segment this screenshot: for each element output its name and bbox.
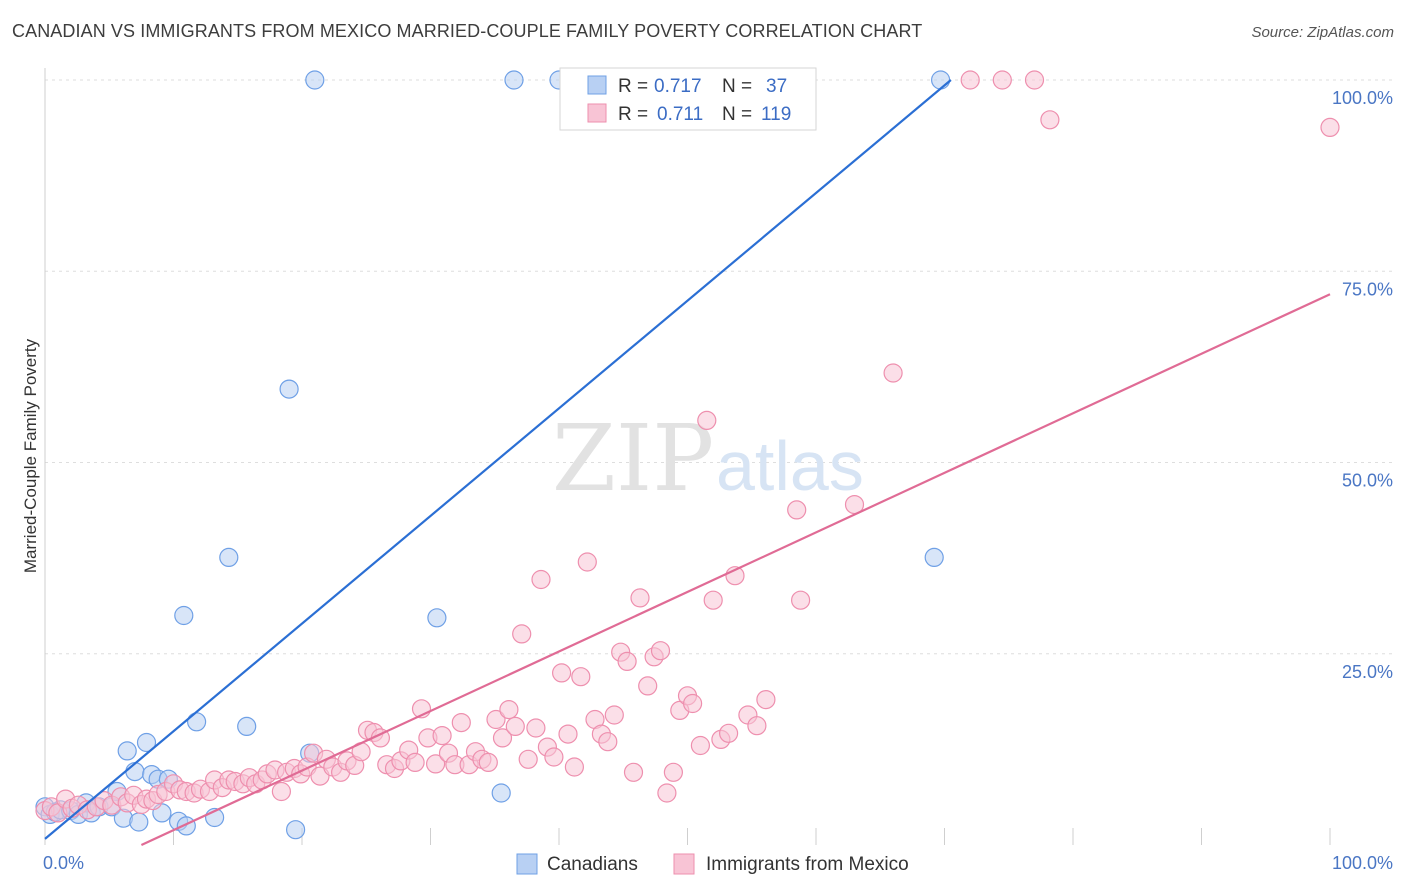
- canadians-point-23: [187, 712, 207, 732]
- mexico-point-114: [1320, 117, 1340, 138]
- mexico-point-109: [883, 363, 903, 383]
- x-ticks: [173, 828, 1331, 845]
- mexico-point-105: [756, 689, 776, 710]
- top-legend: R = 0.717 N = 37 R = 0.711 N = 119: [559, 67, 817, 131]
- legend-swatch-mexico: [587, 103, 607, 123]
- mexico-point-57: [426, 754, 446, 774]
- canadians-point-15: [136, 732, 157, 753]
- y-tick-label-50: 50.0%: [1342, 471, 1393, 491]
- y-tick-labels: 25.0% 50.0% 75.0% 100.0%: [1332, 88, 1393, 682]
- y-tick-label-25: 25.0%: [1342, 662, 1393, 682]
- canadians-point-35: [924, 547, 944, 568]
- canadians-point-36: [930, 70, 951, 90]
- canadians-point-30: [305, 70, 325, 90]
- mexico-point-76: [551, 663, 572, 683]
- mexico-point-61: [451, 712, 471, 733]
- mexico-point-110: [960, 70, 980, 90]
- mexico-point-96: [682, 693, 703, 714]
- mexico-point-88: [630, 588, 650, 608]
- canadians-point-21: [174, 605, 194, 626]
- canadians-point-33: [504, 70, 524, 90]
- mexico-point-58: [432, 725, 452, 746]
- legend-swatch-canadians: [587, 75, 607, 95]
- mexico-point-54: [405, 752, 425, 773]
- legend-n-label-canadians: N =: [722, 76, 752, 97]
- mexico-point-104: [747, 716, 767, 736]
- canadians-point-13: [125, 761, 145, 782]
- grid-lines: [45, 79, 1392, 655]
- chart-title: CANADIAN VS IMMIGRANTS FROM MEXICO MARRI…: [12, 21, 923, 41]
- bottom-legend-swatch-mexico: [673, 853, 695, 875]
- mexico-point-71: [518, 749, 538, 769]
- mexico-point-93: [663, 762, 684, 782]
- mexico-point-68: [499, 699, 519, 720]
- canadians-point-31: [427, 608, 447, 628]
- canadians-point-12: [117, 741, 137, 761]
- legend-r-value-canadians: 0.717: [654, 76, 702, 97]
- y-tick-label-100: 100.0%: [1332, 88, 1393, 108]
- y-tick-label-75: 75.0%: [1342, 279, 1393, 299]
- mexico-point-101: [718, 723, 739, 743]
- mexico-point-80: [577, 552, 597, 572]
- legend-n-value-mexico: 119: [761, 104, 791, 125]
- watermark-zip: ZIP: [552, 405, 714, 512]
- mexico-point-111: [992, 70, 1012, 90]
- mexico-point-77: [558, 724, 578, 744]
- mexico-point-73: [531, 569, 551, 590]
- mexico-point-79: [571, 667, 591, 687]
- canadians-point-27: [279, 379, 299, 399]
- watermark: ZIP atlas: [552, 405, 864, 512]
- canadians-point-14: [129, 812, 149, 832]
- mexico-point-83: [598, 732, 618, 752]
- mexico-point-70: [512, 624, 532, 644]
- legend-n-value-canadians: 37: [766, 76, 787, 97]
- mexico-point-84: [604, 705, 624, 725]
- canadians-point-26: [237, 716, 257, 737]
- bottom-legend-label-canadians: Canadians: [547, 854, 638, 875]
- bottom-legend-swatch-canadians: [516, 853, 538, 875]
- mexico-point-98: [697, 410, 717, 430]
- mexico-points: [35, 70, 1340, 823]
- mexico-point-72: [526, 718, 546, 738]
- canadians-point-32: [491, 783, 511, 803]
- mexico-point-65: [478, 752, 498, 773]
- mexico-point-99: [703, 590, 723, 610]
- mexico-point-66: [486, 709, 506, 730]
- legend-r-label-mexico: R =: [618, 104, 648, 125]
- canadians-trend-line: [44, 79, 952, 840]
- legend-n-label-mexico: N =: [722, 104, 752, 125]
- canadians-point-25: [219, 547, 239, 568]
- mexico-point-91: [650, 641, 671, 661]
- mexico-point-92: [657, 783, 677, 803]
- canadians-point-28: [286, 820, 306, 840]
- y-axis-label: Married-Couple Family Poverty: [21, 338, 40, 573]
- mexico-point-78: [564, 757, 585, 777]
- mexico-point-34: [271, 781, 291, 802]
- x-tick-label-min: 0.0%: [43, 853, 84, 873]
- x-tick-label-max: 100.0%: [1332, 853, 1393, 873]
- watermark-atlas: atlas: [716, 427, 864, 505]
- bottom-legend: Canadians Immigrants from Mexico: [516, 853, 909, 875]
- mexico-point-106: [787, 500, 807, 520]
- bottom-legend-label-mexico: Immigrants from Mexico: [706, 854, 909, 875]
- legend-r-value-mexico: 0.711: [657, 104, 703, 125]
- mexico-point-113: [1040, 110, 1060, 130]
- mexico-point-75: [544, 747, 564, 767]
- source-label: Source: ZipAtlas.com: [1251, 24, 1394, 41]
- mexico-point-69: [505, 716, 525, 737]
- trend-lines: [44, 79, 1331, 846]
- mexico-point-107: [790, 590, 811, 610]
- canadians-point-22: [176, 816, 196, 836]
- mexico-point-89: [638, 676, 658, 696]
- mexico-point-86: [617, 651, 637, 672]
- mexico-point-97: [690, 735, 711, 756]
- mexico-trend-line: [140, 293, 1331, 846]
- mexico-point-67: [492, 728, 513, 748]
- mexico-point-112: [1024, 70, 1045, 90]
- legend-r-label-canadians: R =: [618, 76, 648, 97]
- mexico-point-87: [623, 762, 644, 782]
